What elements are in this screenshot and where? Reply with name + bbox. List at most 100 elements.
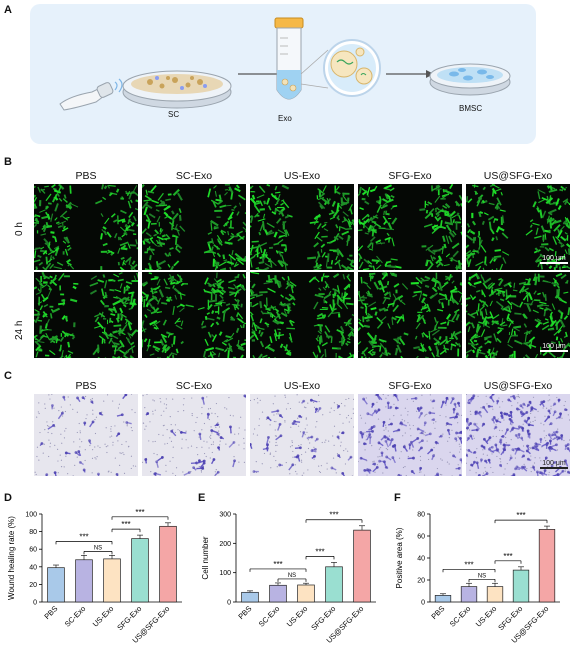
bmsc-label: BMSC — [459, 104, 482, 113]
x-tick-label-sc-exo: SC-Exo — [448, 604, 473, 629]
y-tick-label: 100 — [25, 512, 37, 519]
bmsc-dish-icon — [430, 64, 510, 95]
transwell-header-pbs: PBS — [34, 380, 138, 392]
sc-label: SC — [168, 110, 179, 119]
y-tick-label: 40 — [417, 556, 425, 563]
wound-header-us-exo: US-Exo — [250, 170, 354, 182]
exosome-zoom-icon — [324, 40, 380, 96]
y-axis-label: Positive area (%) — [395, 527, 404, 588]
wound-image-us-exo-24h — [250, 272, 354, 358]
significance-label: *** — [79, 532, 88, 541]
bar-us-exo — [104, 559, 121, 602]
wound-image-us-exo-0h — [250, 184, 354, 270]
arrow-icon — [386, 70, 434, 78]
significance-label: *** — [273, 560, 282, 569]
x-tick-label-pbs: PBS — [236, 604, 253, 621]
wound-image-sfg-exo-24h — [358, 272, 462, 358]
significance-label: NS — [94, 545, 102, 551]
wound-header-sc-exo: SC-Exo — [142, 170, 246, 182]
y-tick-label: 0 — [421, 600, 425, 607]
scale-bar-24h: 100 μm — [540, 343, 568, 353]
y-tick-label: 60 — [29, 547, 37, 554]
exo-label: Exo — [278, 114, 292, 123]
bar-us-exo — [487, 587, 503, 602]
bar-us-sfg-exo — [539, 529, 555, 602]
y-tick-label: 80 — [29, 529, 37, 536]
x-tick-label-us-exo: US-Exo — [285, 604, 310, 629]
x-tick-label-sfg-exo: SFG-Exo — [309, 604, 337, 632]
bar-pbs — [48, 568, 65, 602]
transwell-image-sfg-exo — [358, 394, 462, 476]
y-axis-label: Wound healing rate (%) — [7, 516, 16, 600]
bar-pbs — [435, 595, 451, 602]
y-tick-label: 0 — [33, 600, 37, 607]
y-tick-label: 200 — [219, 541, 231, 548]
schematic-illustration — [30, 4, 536, 144]
bar-sfg-exo — [326, 567, 343, 602]
x-tick-label-pbs: PBS — [429, 604, 446, 621]
wound-image-pbs-24h — [34, 272, 138, 358]
x-tick-label-sc-exo: SC-Exo — [63, 604, 88, 629]
y-tick-label: 20 — [417, 578, 425, 585]
bar-sfg-exo — [132, 539, 149, 602]
y-tick-label: 0 — [227, 600, 231, 607]
significance-label: *** — [315, 547, 324, 556]
wound-header-us-sfg-exo: US@SFG-Exo — [466, 170, 570, 182]
x-tick-label-us-exo: US-Exo — [91, 604, 116, 629]
transwell-header-sfg-exo: SFG-Exo — [358, 380, 462, 392]
panel-label-a: A — [4, 4, 12, 16]
transwell-header-sc-exo: SC-Exo — [142, 380, 246, 392]
y-tick-label: 300 — [219, 512, 231, 519]
x-tick-label-sc-exo: SC-Exo — [257, 604, 282, 629]
wound-header-sfg-exo: SFG-Exo — [358, 170, 462, 182]
wound-header-pbs: PBS — [34, 170, 138, 182]
y-tick-label: 100 — [219, 570, 231, 577]
significance-label: *** — [135, 508, 144, 517]
significance-label: *** — [329, 511, 338, 520]
wound-image-pbs-0h — [34, 184, 138, 270]
wound-image-sc-exo-24h — [142, 272, 246, 358]
bar-us-sfg-exo — [160, 526, 177, 602]
row-label-0h: 0 h — [14, 222, 25, 236]
significance-label: NS — [288, 573, 296, 579]
schematic-background — [30, 4, 536, 144]
x-tick-label-us-exo: US-Exo — [474, 604, 499, 629]
bar-us-sfg-exo — [354, 530, 371, 602]
transwell-image-us-exo — [250, 394, 354, 476]
y-tick-label: 60 — [417, 534, 425, 541]
significance-label: *** — [464, 560, 473, 569]
bar-pbs — [242, 592, 259, 602]
transwell-image-sc-exo — [142, 394, 246, 476]
transwell-image-pbs — [34, 394, 138, 476]
x-tick-label-pbs: PBS — [42, 604, 59, 621]
y-axis-label: Cell number — [201, 536, 210, 579]
y-tick-label: 20 — [29, 582, 37, 589]
bar-sfg-exo — [513, 570, 529, 602]
wound-image-sc-exo-0h — [142, 184, 246, 270]
transwell-header-us-exo: US-Exo — [250, 380, 354, 392]
bar-sc-exo — [76, 560, 93, 602]
wound-image-sfg-exo-0h — [358, 184, 462, 270]
significance-label: *** — [503, 552, 512, 561]
panel-label-c: C — [4, 370, 12, 382]
centrifuge-tube-icon — [275, 18, 303, 99]
sc-dish-icon — [123, 71, 231, 108]
y-tick-label: 80 — [417, 512, 425, 519]
significance-label: NS — [478, 573, 486, 579]
bar-sc-exo — [461, 587, 477, 602]
y-tick-label: 40 — [29, 564, 37, 571]
significance-label: *** — [121, 520, 130, 529]
bar-sc-exo — [270, 585, 287, 602]
x-tick-label-sfg-exo: SFG-Exo — [115, 604, 143, 632]
row-label-24h: 24 h — [14, 321, 25, 340]
scale-bar-0h: 100 μm — [540, 255, 568, 265]
ultrasound-probe-icon — [60, 79, 122, 110]
panel-label-b: B — [4, 156, 12, 168]
significance-label: *** — [516, 511, 525, 520]
transwell-header-us-sfg-exo: US@SFG-Exo — [466, 380, 570, 392]
scale-bar-transwell: 100 μm — [540, 460, 568, 470]
bar-us-exo — [298, 585, 315, 602]
